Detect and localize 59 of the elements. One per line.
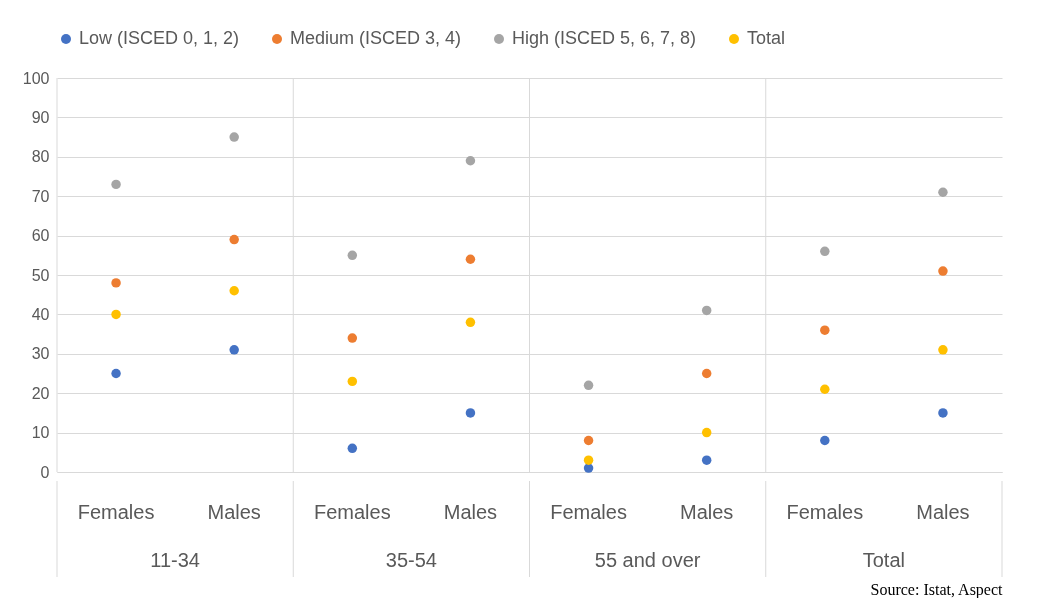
point bbox=[701, 427, 712, 438]
point bbox=[229, 286, 239, 296]
point bbox=[701, 305, 712, 316]
point bbox=[347, 443, 358, 454]
text: 35-54 bbox=[385, 549, 437, 571]
x-tick-label: Females bbox=[786, 501, 864, 523]
point bbox=[938, 266, 948, 276]
y-tick-label: 90 bbox=[31, 108, 50, 126]
x-tick-label: Males bbox=[680, 501, 734, 523]
y-tick-label: 30 bbox=[31, 345, 50, 363]
y-tick-label: 40 bbox=[31, 305, 50, 323]
point bbox=[465, 408, 476, 418]
point bbox=[229, 234, 239, 245]
point bbox=[465, 317, 476, 328]
point bbox=[111, 179, 121, 190]
point bbox=[347, 376, 358, 387]
point bbox=[820, 384, 830, 394]
legend-label: High (ISCED 5, 6, 7, 8) bbox=[512, 28, 697, 48]
point bbox=[111, 278, 121, 288]
y-tick-label: 0 bbox=[40, 463, 50, 481]
point bbox=[583, 435, 594, 446]
point bbox=[938, 408, 948, 418]
y-tick-label: 60 bbox=[31, 227, 50, 245]
text: Total bbox=[862, 549, 905, 571]
x-tick-label: Males bbox=[443, 501, 498, 523]
point bbox=[938, 187, 948, 197]
legend-label: Low (ISCED 0, 1, 2) bbox=[79, 28, 240, 48]
text: 55 and over bbox=[594, 549, 701, 571]
point bbox=[820, 435, 830, 446]
point bbox=[229, 132, 239, 142]
point bbox=[111, 309, 121, 320]
point bbox=[465, 254, 476, 264]
point bbox=[465, 156, 476, 166]
y-tick-label: 70 bbox=[31, 187, 50, 205]
x-tick-label: Females bbox=[550, 501, 627, 523]
y-tick-label: 100 bbox=[22, 69, 50, 87]
point bbox=[701, 455, 712, 465]
point bbox=[583, 380, 594, 391]
point bbox=[820, 246, 830, 257]
y-tick-label: 50 bbox=[31, 266, 50, 284]
legend-label: Medium (ISCED 3, 4) bbox=[290, 28, 462, 48]
x-tick-label: Males bbox=[207, 501, 261, 523]
point bbox=[347, 250, 358, 261]
x-tick-label: Females bbox=[313, 501, 391, 523]
y-tick-label: 20 bbox=[31, 384, 50, 402]
point bbox=[938, 345, 948, 355]
point bbox=[111, 368, 121, 379]
legend-label: Total bbox=[747, 28, 786, 48]
point bbox=[583, 455, 594, 465]
y-tick-label: 10 bbox=[31, 424, 50, 442]
text: 11-34 bbox=[150, 549, 200, 571]
x-tick-label: Females bbox=[77, 501, 155, 523]
point bbox=[820, 325, 830, 335]
y-tick-label: 80 bbox=[31, 148, 50, 166]
point bbox=[701, 368, 712, 379]
x-tick-label: Males bbox=[916, 501, 970, 523]
source-note: Source: Istat, Aspect bbox=[870, 580, 1004, 599]
point bbox=[229, 345, 239, 355]
point bbox=[347, 333, 358, 343]
